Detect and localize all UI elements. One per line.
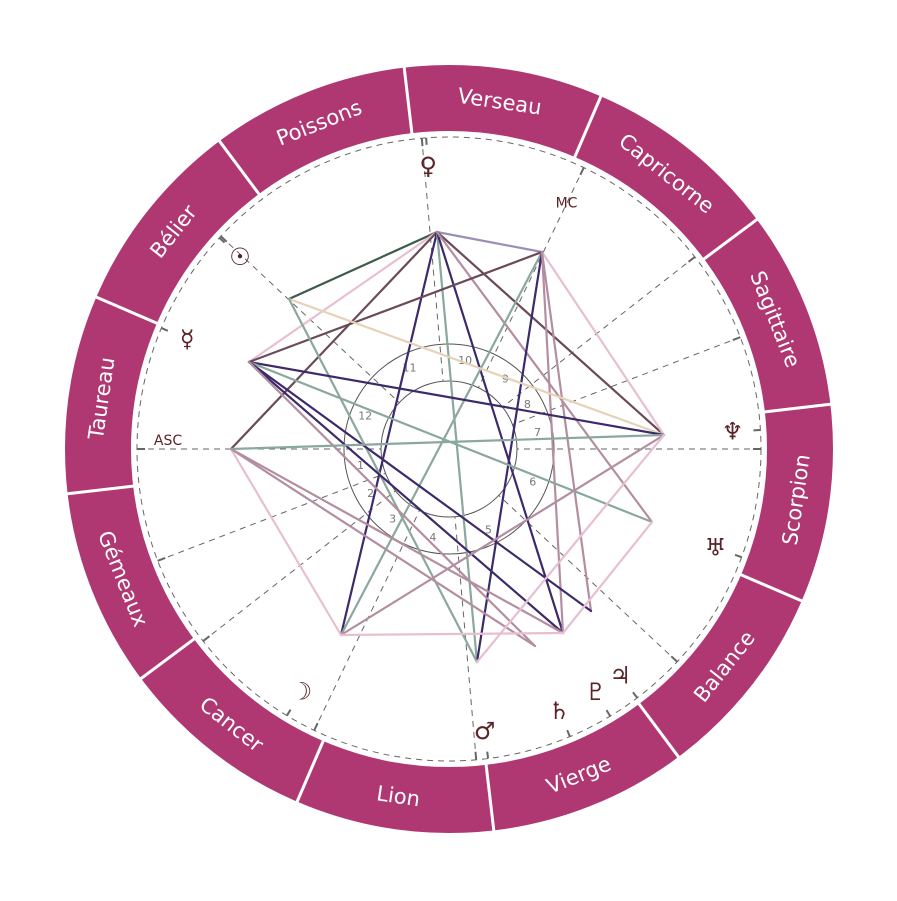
cusp-tick [158, 558, 165, 561]
saturn-icon: ♄ [548, 697, 570, 725]
aspect-line-venus-moon [341, 232, 437, 635]
aspect-lines [231, 232, 664, 662]
aspect-line-sun-neptune [289, 299, 664, 435]
house-number-6: 6 [529, 475, 536, 488]
planet-tick [735, 555, 742, 557]
house-number-12: 12 [358, 410, 372, 423]
aspect-line-asc-neptune [231, 435, 664, 449]
planet-tick [426, 138, 427, 145]
planet-tick [633, 692, 637, 698]
aspect-line-mercury-pluto [249, 362, 563, 633]
cusp-tick [203, 636, 209, 641]
cusp-tick [671, 656, 677, 661]
planet-tick [287, 710, 291, 716]
planet-tick [487, 752, 488, 759]
house-number-3: 3 [389, 513, 396, 526]
house-inner-circle [381, 381, 517, 517]
neptune-icon: ♆ [722, 418, 744, 446]
sun-icon: ☉ [229, 243, 251, 271]
mercury-icon: ☿ [180, 325, 195, 353]
planet-tick [567, 730, 570, 736]
moon-icon: ☽ [291, 678, 313, 706]
planet-tick [161, 328, 167, 331]
cusp-tick [733, 337, 740, 340]
uranus-icon: ♅ [705, 534, 727, 562]
aspect-line-moon-pluto [341, 633, 563, 635]
axis-label-asc: ASC [154, 433, 182, 449]
cusp-tick [314, 723, 317, 730]
axis-label-mc: MC [556, 196, 578, 212]
cusp-tick [422, 138, 423, 146]
cusp-tick [580, 168, 583, 175]
aspect-line-venus-mc [437, 232, 542, 252]
aspect-line-venus-sun [289, 232, 437, 299]
house-number-7: 7 [534, 426, 541, 439]
venus-icon: ♀ [419, 152, 437, 180]
cusp-tick [689, 257, 695, 262]
mars-icon: ♂ [474, 717, 496, 745]
pluto-icon: ♇ [585, 678, 607, 706]
aspect-line-asc-moon [231, 449, 341, 635]
jupiter-icon: ♃ [610, 662, 632, 690]
planet-tick [607, 710, 611, 716]
house-number-8: 8 [524, 398, 531, 411]
aspect-line-uranus-pluto [563, 522, 652, 633]
cusp-tick [475, 752, 476, 760]
